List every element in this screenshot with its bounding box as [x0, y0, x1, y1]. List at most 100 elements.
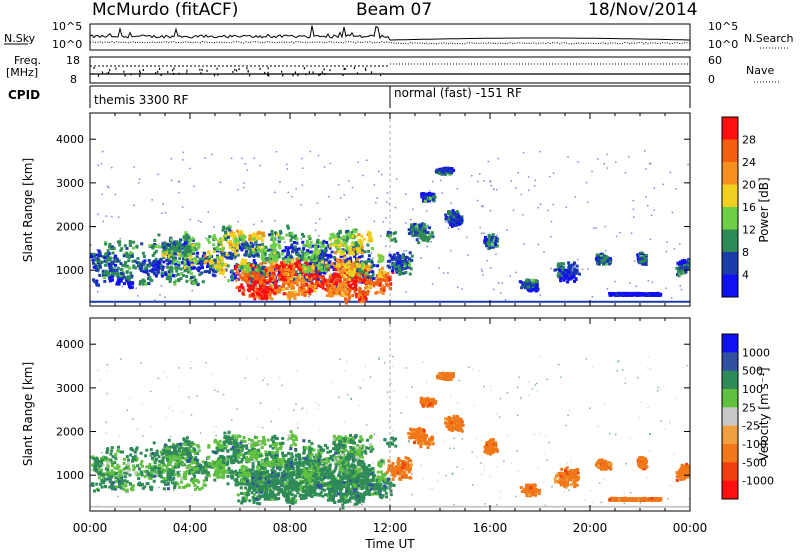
velocity-ytick-label: 2000	[56, 426, 84, 439]
velocity-colorbar-swatch	[722, 407, 738, 427]
freq-mark	[318, 74, 320, 77]
freq-mark	[200, 72, 202, 75]
freq-mark	[268, 74, 270, 77]
freq-mark	[364, 69, 367, 72]
freq-mark	[178, 72, 180, 75]
power-colorbar-tick: 24	[742, 156, 756, 169]
velocity-colorbar-label: Velocity [m s⁻¹]	[757, 367, 771, 460]
freq-mark	[281, 70, 283, 73]
freq-mark	[238, 68, 240, 71]
freq-mark	[323, 68, 325, 71]
power-colorbar-frame	[721, 116, 739, 298]
power-colorbar-swatch	[722, 207, 738, 230]
cpid-segment-2: normal (fast) -151 RF	[394, 86, 522, 100]
freq-mark	[235, 69, 238, 72]
time-tick-label: 12:00	[373, 521, 408, 535]
freq-mark	[217, 73, 219, 76]
freq-mark	[206, 69, 208, 72]
freq-mark	[171, 69, 174, 72]
freq-mark	[160, 74, 162, 77]
freq-mark	[124, 74, 126, 77]
velocity-colorbar-swatch	[722, 444, 738, 463]
power-colorbar-label: Power [dB]	[757, 177, 771, 242]
velocity-colorbar-frame	[721, 333, 739, 500]
power-colorbar-swatch	[722, 162, 738, 185]
noise-tick-top-left: 10^5	[52, 20, 82, 33]
freq-mark	[232, 70, 234, 73]
nsky-label: N.Sky	[4, 32, 36, 45]
power-ylabel: Slant Range [km]	[21, 158, 35, 262]
cpid-segment-1: themis 3300 RF	[94, 93, 188, 107]
velocity-colorbar-tick: -500	[742, 456, 767, 469]
time-tick-label: 04:00	[173, 521, 208, 535]
freq-mark	[157, 70, 159, 73]
cpid-strip: CPID themis 3300 RF normal (fast) -151 R…	[8, 85, 691, 108]
time-tick-label: 00:00	[73, 521, 108, 535]
freq-mark	[342, 74, 344, 77]
freq-mark	[106, 72, 108, 75]
velocity-ytick-label: 4000	[56, 338, 84, 351]
freq-mark	[305, 73, 307, 76]
noise-strip: N.Sky 10^5 10^0 10^5 10^0 N.Search	[4, 20, 794, 51]
power-colorbar: 4 8 12 16 20 24 28	[721, 116, 756, 298]
freq-mark	[370, 71, 373, 74]
freq-mark	[93, 67, 95, 70]
nave-label: Nave	[746, 64, 774, 77]
power-colorbar-swatch	[722, 229, 738, 253]
freq-mark	[234, 68, 236, 71]
velocity-colorbar-swatch	[722, 462, 738, 482]
freq-mark	[213, 74, 216, 77]
velocity-ylabel: Slant Range [km]	[21, 362, 35, 466]
freq-mark	[308, 71, 310, 74]
velocity-colorbar-swatch	[722, 480, 738, 500]
velocity-colorbar-swatch	[722, 352, 738, 372]
freq-mark	[282, 74, 284, 77]
power-colorbar-swatch	[722, 274, 738, 298]
time-tick-label: 08:00	[273, 521, 308, 535]
freq-mark	[199, 68, 201, 71]
velocity-colorbar-tick: 25	[742, 401, 756, 414]
velocity-colorbar-tick: 100	[742, 383, 763, 396]
velocity-ytick-label: 3000	[56, 382, 84, 395]
freq-mark	[292, 74, 294, 77]
freq-mark	[167, 71, 169, 74]
power-heatmap	[90, 150, 690, 305]
power-colorbar-tick: 12	[742, 224, 756, 237]
freq-mark	[139, 71, 141, 74]
noise-tick-top-right: 10^5	[708, 20, 738, 33]
freq-mark	[139, 74, 141, 77]
velocity-colorbar-swatch	[722, 334, 738, 353]
freq-mark	[186, 72, 188, 75]
power-colorbar-tick: 20	[742, 179, 756, 192]
freq-mark	[264, 71, 266, 74]
power-colorbar-tick: 4	[742, 269, 749, 282]
freq-mark	[249, 74, 251, 77]
power-colorbar-swatch	[722, 139, 738, 163]
freq-tick-bottom: 8	[70, 73, 77, 86]
freq-mark	[155, 72, 157, 75]
freq-mark	[109, 69, 111, 72]
freq-mark	[123, 70, 125, 73]
freq-mark	[173, 72, 175, 75]
freq-mark	[364, 67, 367, 70]
freq-mark	[319, 73, 321, 76]
velocity-colorbar-tick: -100	[742, 438, 767, 451]
time-tick-label: 00:00	[673, 521, 708, 535]
power-ytick-label: 2000	[56, 221, 84, 234]
freq-mark	[356, 72, 359, 75]
freq-mark	[216, 67, 218, 70]
time-xlabel: Time UT	[364, 537, 415, 551]
freq-mark	[353, 67, 356, 70]
velocity-heatmap	[90, 355, 690, 510]
velocity-colorbar-swatch	[722, 425, 738, 445]
power-colorbar-swatch	[722, 117, 738, 140]
freq-mark	[267, 67, 269, 70]
freq-mark	[321, 71, 323, 74]
beam-title: Beam 07	[356, 0, 432, 20]
power-colorbar-tick: 16	[742, 201, 756, 214]
power-ytick-label: 4000	[56, 133, 84, 146]
freq-mark	[303, 67, 305, 70]
nave-tick-top: 60	[708, 54, 722, 67]
freq-mark	[247, 70, 249, 73]
